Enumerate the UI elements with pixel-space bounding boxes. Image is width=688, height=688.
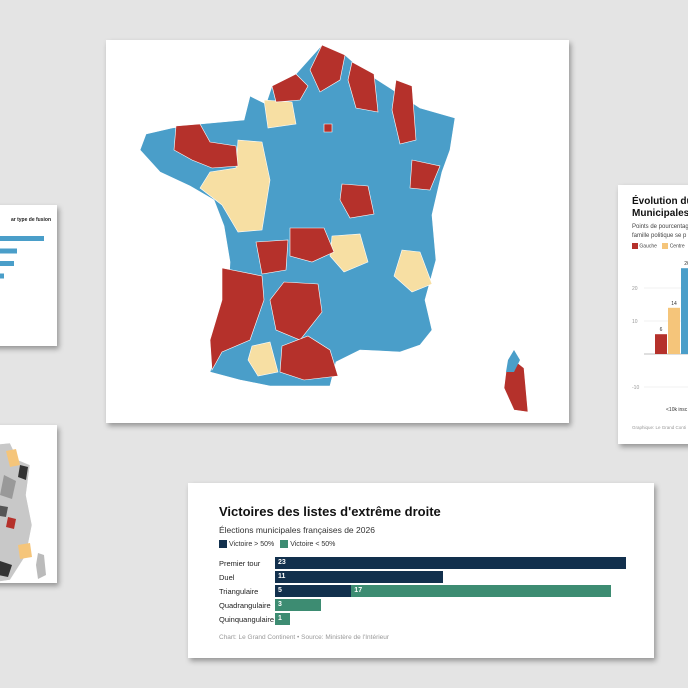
- chart-subtitle: Points de pourcentag famille politique se…: [632, 224, 688, 239]
- category-label: Duel: [219, 573, 235, 582]
- region-red: [347, 61, 379, 113]
- evolution-bars: 20 10 -10 6 14 26: [632, 261, 688, 391]
- france-map-card: [106, 40, 569, 423]
- paris-region: [323, 123, 333, 133]
- bar: [0, 273, 4, 279]
- bar: [0, 236, 44, 241]
- y-tick-label: -10: [632, 385, 639, 391]
- bar-value-label: 14: [671, 301, 677, 307]
- bar: [668, 307, 680, 354]
- bar-segment: 5: [275, 585, 352, 597]
- partial-map-card: [0, 425, 57, 583]
- bar: [0, 261, 14, 266]
- region-red: [173, 123, 239, 169]
- bar-segment: 17: [351, 585, 611, 597]
- legend: Gauche Centre: [632, 243, 685, 249]
- region-yellow: [247, 341, 279, 377]
- region-red: [271, 73, 309, 103]
- bar: [655, 334, 667, 354]
- legend-item-majority: Victoire > 50%: [219, 540, 274, 548]
- region-yellow: [263, 99, 297, 129]
- bar-segment: 3: [275, 599, 321, 611]
- region-red: [409, 159, 441, 191]
- category-label: Quinquangulaire: [219, 615, 275, 624]
- region-yellow: [199, 139, 271, 233]
- legend-item-minority: Victoire < 50%: [280, 540, 335, 548]
- bar-segment: 1: [275, 613, 291, 625]
- bar-value-label: 6: [660, 327, 663, 333]
- x-label: <10k insc: [666, 407, 688, 413]
- bar-segment: 11: [275, 571, 443, 583]
- bar: [681, 268, 688, 354]
- fusion-bars: [0, 236, 44, 279]
- chart-subtitle: Élections municipales françaises de 2026: [219, 525, 375, 535]
- chart-source: Chart: Le Grand Continent • Source: Mini…: [219, 634, 390, 641]
- partial-map: [0, 442, 46, 582]
- region-red: [339, 183, 375, 219]
- fusion-chart-card: ar type de fusion: [0, 205, 57, 346]
- category-label: Triangulaire: [219, 587, 259, 596]
- bar: [0, 248, 17, 254]
- y-tick-label: 10: [632, 319, 638, 325]
- category-label: Quadrangulaire: [219, 601, 271, 610]
- y-tick-label: 20: [632, 286, 638, 292]
- bar-segment: 23: [275, 557, 626, 569]
- corsica-blue: [506, 350, 520, 372]
- region-red: [289, 227, 335, 263]
- region-yellow: [393, 249, 433, 293]
- chart-title: Victoires des listes d'extrême droite: [219, 504, 441, 519]
- source: Graphique: Le Grand Conti: [632, 425, 687, 430]
- region-red: [255, 239, 289, 275]
- france-departments-map: [139, 44, 529, 413]
- far-right-victories-chart: Victoires des listes d'extrême droite Él…: [188, 483, 654, 658]
- region-red: [309, 44, 346, 93]
- chart-legend: Victoire > 50% Victoire < 50%: [219, 540, 335, 548]
- chart-title: ar type de fusion: [10, 217, 51, 223]
- category-label: Premier tour: [219, 559, 261, 568]
- region-red: [209, 267, 265, 372]
- region-red: [279, 335, 339, 381]
- bar-value-label: 26: [684, 261, 688, 267]
- region-red: [391, 79, 417, 145]
